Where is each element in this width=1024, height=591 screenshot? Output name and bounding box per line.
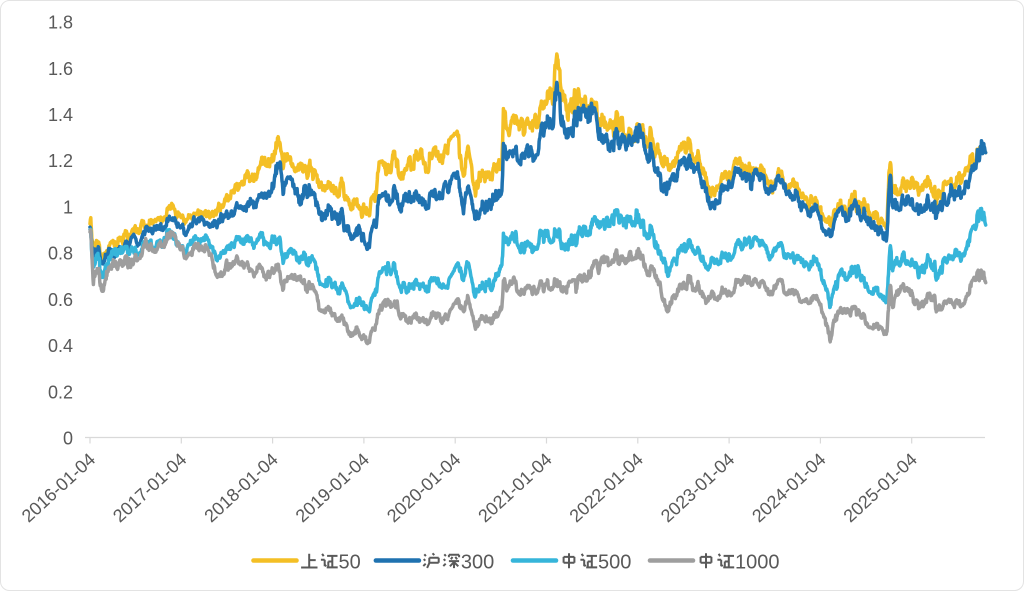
svg-text:500: 500 xyxy=(598,552,631,574)
svg-text:1.4: 1.4 xyxy=(48,105,73,125)
svg-text:50: 50 xyxy=(339,552,361,574)
svg-text:0.8: 0.8 xyxy=(48,244,73,264)
svg-text:1.8: 1.8 xyxy=(48,13,73,33)
svg-text:0.6: 0.6 xyxy=(48,290,73,310)
svg-text:0.2: 0.2 xyxy=(48,382,73,402)
svg-text:0.4: 0.4 xyxy=(48,336,73,356)
svg-text:1000: 1000 xyxy=(735,552,780,574)
svg-text:1.2: 1.2 xyxy=(48,151,73,171)
svg-text:300: 300 xyxy=(461,552,494,574)
svg-text:0: 0 xyxy=(63,429,73,449)
svg-text:1: 1 xyxy=(63,197,73,217)
svg-text:1.6: 1.6 xyxy=(48,59,73,79)
